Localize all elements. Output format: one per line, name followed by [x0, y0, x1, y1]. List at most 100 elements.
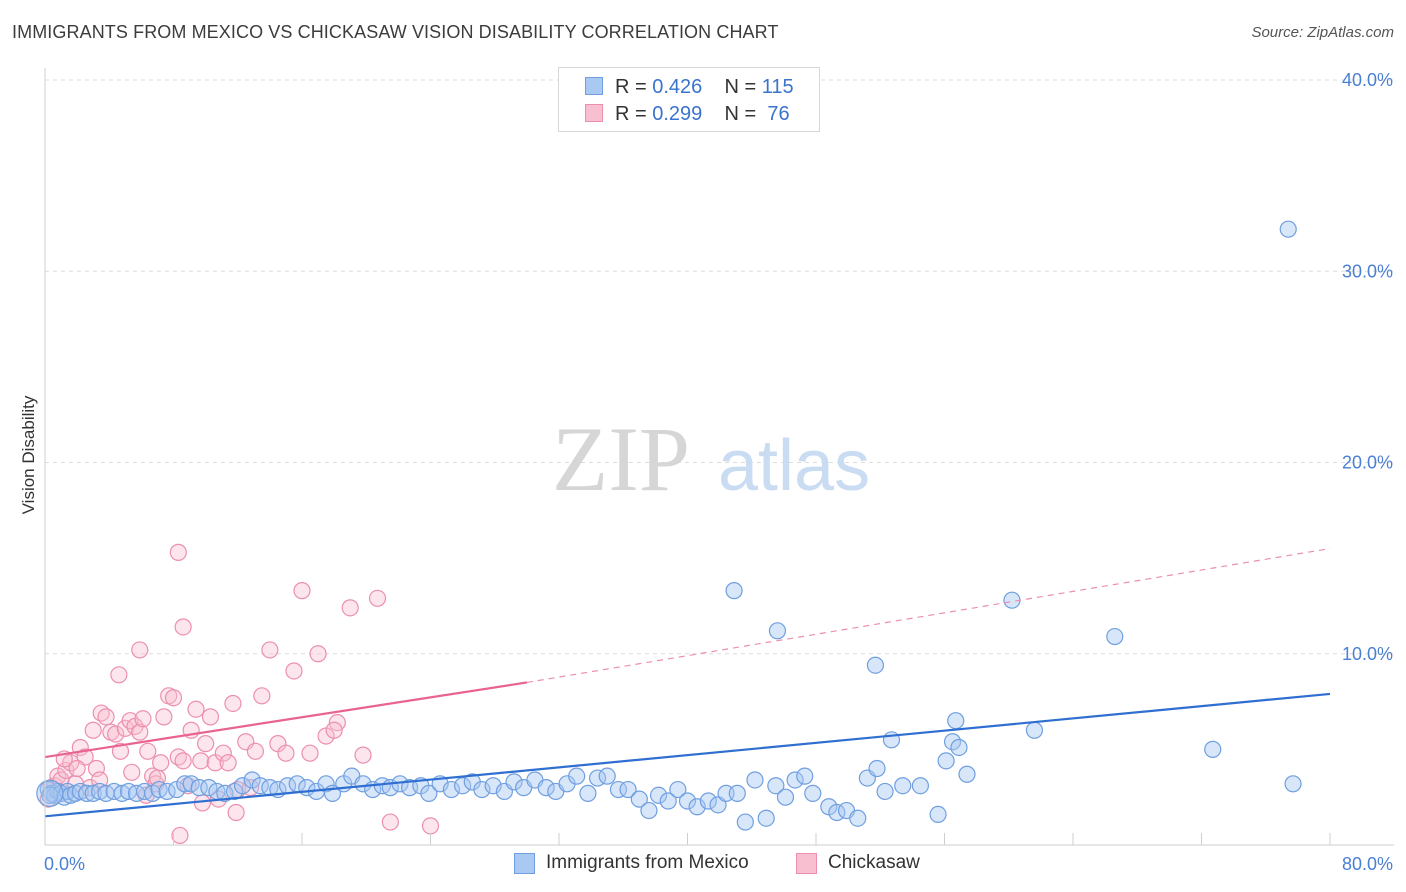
mexico-point [725, 582, 743, 600]
chickasaw-point [381, 813, 399, 831]
mexico-point [537, 779, 555, 797]
mexico-point [420, 784, 438, 802]
mexico-point [190, 779, 208, 797]
chickasaw-point [174, 618, 192, 636]
mexico-point [699, 792, 717, 810]
legend-n-value-mexico: 115 [761, 76, 794, 98]
mexico-point [317, 775, 335, 793]
chickasaw-point [107, 725, 125, 743]
chickasaw-point [171, 826, 189, 845]
trend-line-mexico [44, 692, 1331, 818]
mexico-point [598, 767, 616, 785]
mexico-point [767, 777, 785, 795]
chickasaw-point [192, 752, 210, 770]
mexico-point [894, 777, 912, 795]
chickasaw-point [134, 710, 152, 728]
mexico-point [943, 733, 962, 751]
mexico-point [649, 786, 668, 804]
mexico-point [609, 780, 628, 799]
mexico-point [354, 775, 372, 793]
bottom-legend-label-chickasaw: Chickasaw [828, 852, 920, 873]
chickasaw-point [368, 589, 387, 607]
chickasaw-point [123, 763, 141, 781]
mexico-point [796, 767, 814, 785]
mexico-point [640, 801, 658, 820]
y-tick-label: 20.0% [1342, 453, 1393, 473]
chickasaw-point [293, 582, 311, 600]
y-tick-label: 10.0% [1342, 644, 1393, 664]
chickasaw-point [131, 641, 149, 659]
mexico-point [746, 771, 764, 789]
chickasaw-point [68, 759, 86, 778]
source-credit: Source: ZipAtlas.com [1251, 24, 1394, 41]
chickasaw-point [201, 708, 220, 726]
mexico-point [505, 773, 523, 791]
chickasaw-point [253, 687, 271, 705]
chickasaw-point [139, 742, 157, 760]
mexico-point [200, 779, 218, 797]
watermark: ZIP atlas [552, 408, 870, 510]
chickasaw-point [246, 742, 265, 760]
mexico-point [454, 777, 472, 795]
x-tick-label: 0.0% [44, 854, 85, 874]
mexico-point [804, 784, 822, 802]
axes: 10.0% 20.0% 30.0% 40.0% 0.0% 80.0% [44, 68, 1394, 874]
chickasaw-point [325, 721, 343, 739]
mexico-point [736, 813, 754, 831]
mexico-point [1279, 220, 1297, 238]
chickasaw-point [224, 694, 242, 713]
chickasaw-point [84, 721, 102, 739]
y-tick-label: 30.0% [1342, 261, 1393, 281]
y-axis-label: Vision Disability [19, 395, 38, 514]
chickasaw-point [131, 723, 149, 741]
mexico-point [182, 775, 200, 793]
chickasaw-point [169, 543, 187, 561]
mexico-point [728, 784, 746, 802]
y-tick-label: 40.0% [1342, 70, 1393, 90]
mexico-point [41, 786, 59, 804]
chickasaw-point [155, 708, 173, 726]
mexico-point [659, 792, 677, 810]
mexico-point [78, 784, 96, 802]
bottom-legend-swatch-chickasaw [796, 853, 817, 874]
mexico-point [84, 784, 102, 802]
chickasaw-point [421, 817, 440, 835]
mexico-point [786, 771, 804, 789]
mexico-point [937, 752, 955, 770]
x-tick-label: 80.0% [1342, 854, 1393, 874]
chickasaw-point [197, 735, 215, 753]
legend-n-label: N = [724, 76, 762, 98]
mexico-point [669, 780, 687, 799]
legend-n-label: N = [724, 103, 762, 125]
chickasaw-point [111, 742, 130, 760]
mexico-point [757, 809, 775, 827]
mexico-point [442, 780, 460, 799]
mexico-point [619, 780, 637, 799]
mexico-point [929, 805, 947, 824]
mexico-point [776, 788, 795, 806]
chickasaw-point [227, 803, 245, 822]
mexico-point [1106, 627, 1124, 646]
chickasaw-point [214, 744, 232, 762]
trend-line-chickasaw-extension [526, 547, 1331, 684]
chickasaw-point [261, 641, 279, 659]
legend-r-value-chickasaw: 0.299 [652, 103, 703, 125]
series-mexico-points [36, 220, 1302, 831]
mexico-point [473, 780, 491, 799]
chart-title: IMMIGRANTS FROM MEXICO VS CHICKASAW VISI… [12, 22, 779, 42]
legend-r-value-mexico: 0.426 [652, 76, 703, 98]
chickasaw-point [187, 700, 205, 718]
correlation-legend: R = 0.426 N = 115 R = 0.299 N = 76 [558, 67, 820, 132]
chickasaw-point [97, 708, 115, 726]
legend-swatch-mexico [585, 77, 603, 95]
grid-lines [45, 79, 1394, 655]
mexico-point [91, 782, 109, 801]
chickasaw-point [285, 662, 303, 680]
mexico-point [958, 765, 976, 783]
trend-lines [44, 547, 1331, 818]
mexico-point [568, 767, 586, 785]
legend-n-value-chickasaw: 76 [761, 103, 790, 125]
chickasaw-point [277, 744, 295, 762]
trend-line-chickasaw [44, 681, 528, 759]
